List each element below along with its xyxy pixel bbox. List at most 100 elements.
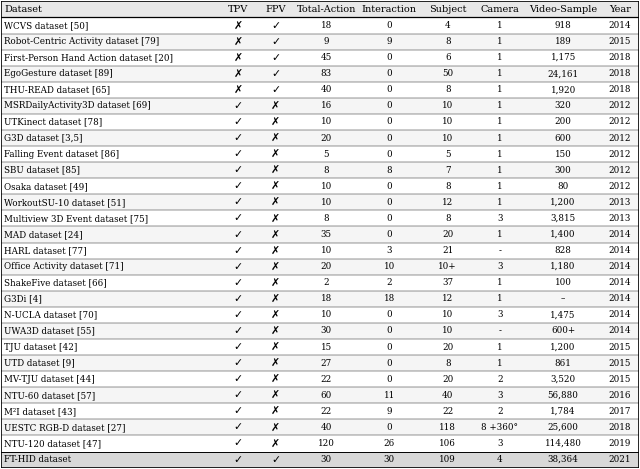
FancyBboxPatch shape xyxy=(1,355,639,371)
Text: 20: 20 xyxy=(442,375,453,384)
FancyBboxPatch shape xyxy=(1,130,639,146)
Text: 3: 3 xyxy=(497,214,502,223)
Text: ✓: ✓ xyxy=(234,358,243,368)
FancyBboxPatch shape xyxy=(1,403,639,419)
Text: 11: 11 xyxy=(384,391,395,400)
Text: 22: 22 xyxy=(321,407,332,416)
Text: 50: 50 xyxy=(442,69,453,78)
Text: 40: 40 xyxy=(321,85,332,94)
Text: G3D dataset [3,5]: G3D dataset [3,5] xyxy=(4,134,83,143)
Text: 30: 30 xyxy=(321,455,332,464)
FancyBboxPatch shape xyxy=(1,178,639,194)
Text: 60: 60 xyxy=(321,391,332,400)
Text: 828: 828 xyxy=(555,246,572,255)
Text: 1,180: 1,180 xyxy=(550,262,576,271)
Text: ✓: ✓ xyxy=(234,423,243,432)
Text: 1,175: 1,175 xyxy=(550,53,576,62)
Text: 10: 10 xyxy=(321,246,332,255)
Text: TPV: TPV xyxy=(228,5,248,14)
Text: 5: 5 xyxy=(445,150,451,159)
Text: 0: 0 xyxy=(387,198,392,207)
Text: 16: 16 xyxy=(321,101,332,110)
Text: ✗: ✗ xyxy=(271,374,280,384)
Text: 2015: 2015 xyxy=(609,342,631,352)
Text: ✓: ✓ xyxy=(234,182,243,191)
Text: 1: 1 xyxy=(497,37,502,46)
Text: ✓: ✓ xyxy=(234,439,243,448)
Text: 2015: 2015 xyxy=(609,375,631,384)
Text: 3: 3 xyxy=(387,246,392,255)
Text: 20: 20 xyxy=(321,134,332,143)
Text: 861: 861 xyxy=(555,359,572,368)
Text: 2014: 2014 xyxy=(609,310,631,319)
Text: NTU-120 dataset [47]: NTU-120 dataset [47] xyxy=(4,439,101,448)
Text: 2018: 2018 xyxy=(609,69,631,78)
Text: 1,784: 1,784 xyxy=(550,407,576,416)
Text: 18: 18 xyxy=(384,295,395,303)
Text: 6: 6 xyxy=(445,53,451,62)
Text: ✓: ✓ xyxy=(234,262,243,272)
Text: 8: 8 xyxy=(387,166,392,174)
FancyBboxPatch shape xyxy=(1,227,639,242)
Text: 1: 1 xyxy=(497,182,502,191)
FancyBboxPatch shape xyxy=(1,146,639,162)
Text: UTKinect dataset [78]: UTKinect dataset [78] xyxy=(4,117,102,127)
Text: 1: 1 xyxy=(497,101,502,110)
Text: 1,400: 1,400 xyxy=(550,230,576,239)
FancyBboxPatch shape xyxy=(1,50,639,66)
Text: ✗: ✗ xyxy=(234,21,243,30)
Text: 37: 37 xyxy=(442,278,453,287)
Text: 18: 18 xyxy=(321,295,332,303)
Text: G3Di [4]: G3Di [4] xyxy=(4,295,42,303)
Text: 10: 10 xyxy=(321,198,332,207)
Text: 2014: 2014 xyxy=(609,278,631,287)
Text: ✓: ✓ xyxy=(234,326,243,336)
Text: Office Activity dataset [71]: Office Activity dataset [71] xyxy=(4,262,124,271)
Text: -: - xyxy=(499,326,501,335)
Text: ✗: ✗ xyxy=(271,182,280,191)
Text: 1: 1 xyxy=(497,198,502,207)
Text: 2: 2 xyxy=(497,407,502,416)
Text: 12: 12 xyxy=(442,198,453,207)
Text: 320: 320 xyxy=(555,101,572,110)
FancyBboxPatch shape xyxy=(1,307,639,323)
Text: 1: 1 xyxy=(497,295,502,303)
Text: 35: 35 xyxy=(321,230,332,239)
Text: 15: 15 xyxy=(321,342,332,352)
Text: Interaction: Interaction xyxy=(362,5,417,14)
Text: ✓: ✓ xyxy=(234,117,243,127)
Text: 38,364: 38,364 xyxy=(548,455,579,464)
Text: ✓: ✓ xyxy=(234,406,243,416)
Text: 8: 8 xyxy=(445,182,451,191)
Text: 26: 26 xyxy=(384,439,395,448)
Text: 0: 0 xyxy=(387,182,392,191)
Text: ✓: ✓ xyxy=(234,101,243,111)
Text: 2018: 2018 xyxy=(609,423,631,432)
Text: ✗: ✗ xyxy=(271,294,280,304)
Text: 0: 0 xyxy=(387,21,392,30)
Text: ✓: ✓ xyxy=(234,246,243,256)
Text: 0: 0 xyxy=(387,214,392,223)
FancyBboxPatch shape xyxy=(1,17,639,34)
Text: 12: 12 xyxy=(442,295,453,303)
FancyBboxPatch shape xyxy=(1,387,639,403)
Text: WCVS dataset [50]: WCVS dataset [50] xyxy=(4,21,88,30)
Text: 1: 1 xyxy=(497,166,502,174)
Text: 8: 8 xyxy=(445,37,451,46)
Text: ✓: ✓ xyxy=(234,294,243,304)
Text: 2012: 2012 xyxy=(609,117,631,127)
Text: 0: 0 xyxy=(387,150,392,159)
Text: 1: 1 xyxy=(497,359,502,368)
Text: ✓: ✓ xyxy=(271,454,280,465)
Text: 2016: 2016 xyxy=(609,391,631,400)
FancyBboxPatch shape xyxy=(1,242,639,258)
Text: 2012: 2012 xyxy=(609,182,631,191)
Text: ✗: ✗ xyxy=(271,406,280,416)
Text: 200: 200 xyxy=(555,117,572,127)
Text: 10: 10 xyxy=(442,326,453,335)
Text: 118: 118 xyxy=(439,423,456,432)
Text: Total-Action: Total-Action xyxy=(296,5,356,14)
Text: 9: 9 xyxy=(323,37,329,46)
Text: 9: 9 xyxy=(387,37,392,46)
Text: UTD dataset [9]: UTD dataset [9] xyxy=(4,359,75,368)
